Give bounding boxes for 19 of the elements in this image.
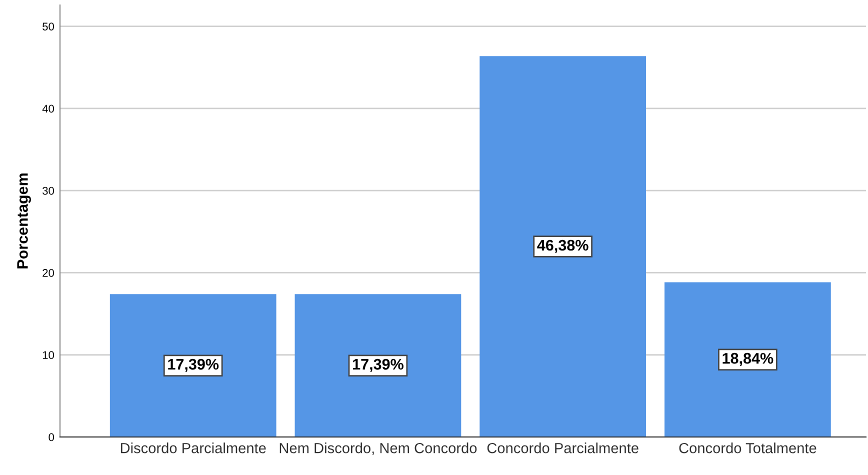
y-tick-label: 10: [42, 351, 54, 360]
bar: [480, 56, 646, 437]
x-tick-label: Concordo Totalmente: [679, 442, 816, 454]
y-tick-label: 20: [42, 269, 54, 277]
y-tick-label: 30: [42, 186, 54, 195]
y-axis-title: Porcentagem: [17, 174, 31, 268]
data-label: 46,38%: [537, 240, 588, 253]
x-tick-label: Nem Discordo, Nem Concordo: [280, 442, 477, 455]
data-label: 17,39%: [353, 358, 404, 372]
y-tick-label: 50: [42, 22, 54, 30]
x-tick-label: Discordo Parcialmente: [120, 442, 266, 454]
bar: [110, 294, 276, 437]
data-label: 17,39%: [168, 358, 219, 372]
bar: [664, 282, 831, 437]
y-tick-label: 40: [42, 104, 54, 113]
y-tick-label: 0: [48, 433, 54, 442]
data-label: 18,84%: [722, 352, 774, 366]
x-tick-label: Concordo Parcialmente: [487, 442, 638, 454]
bar: [294, 294, 462, 437]
